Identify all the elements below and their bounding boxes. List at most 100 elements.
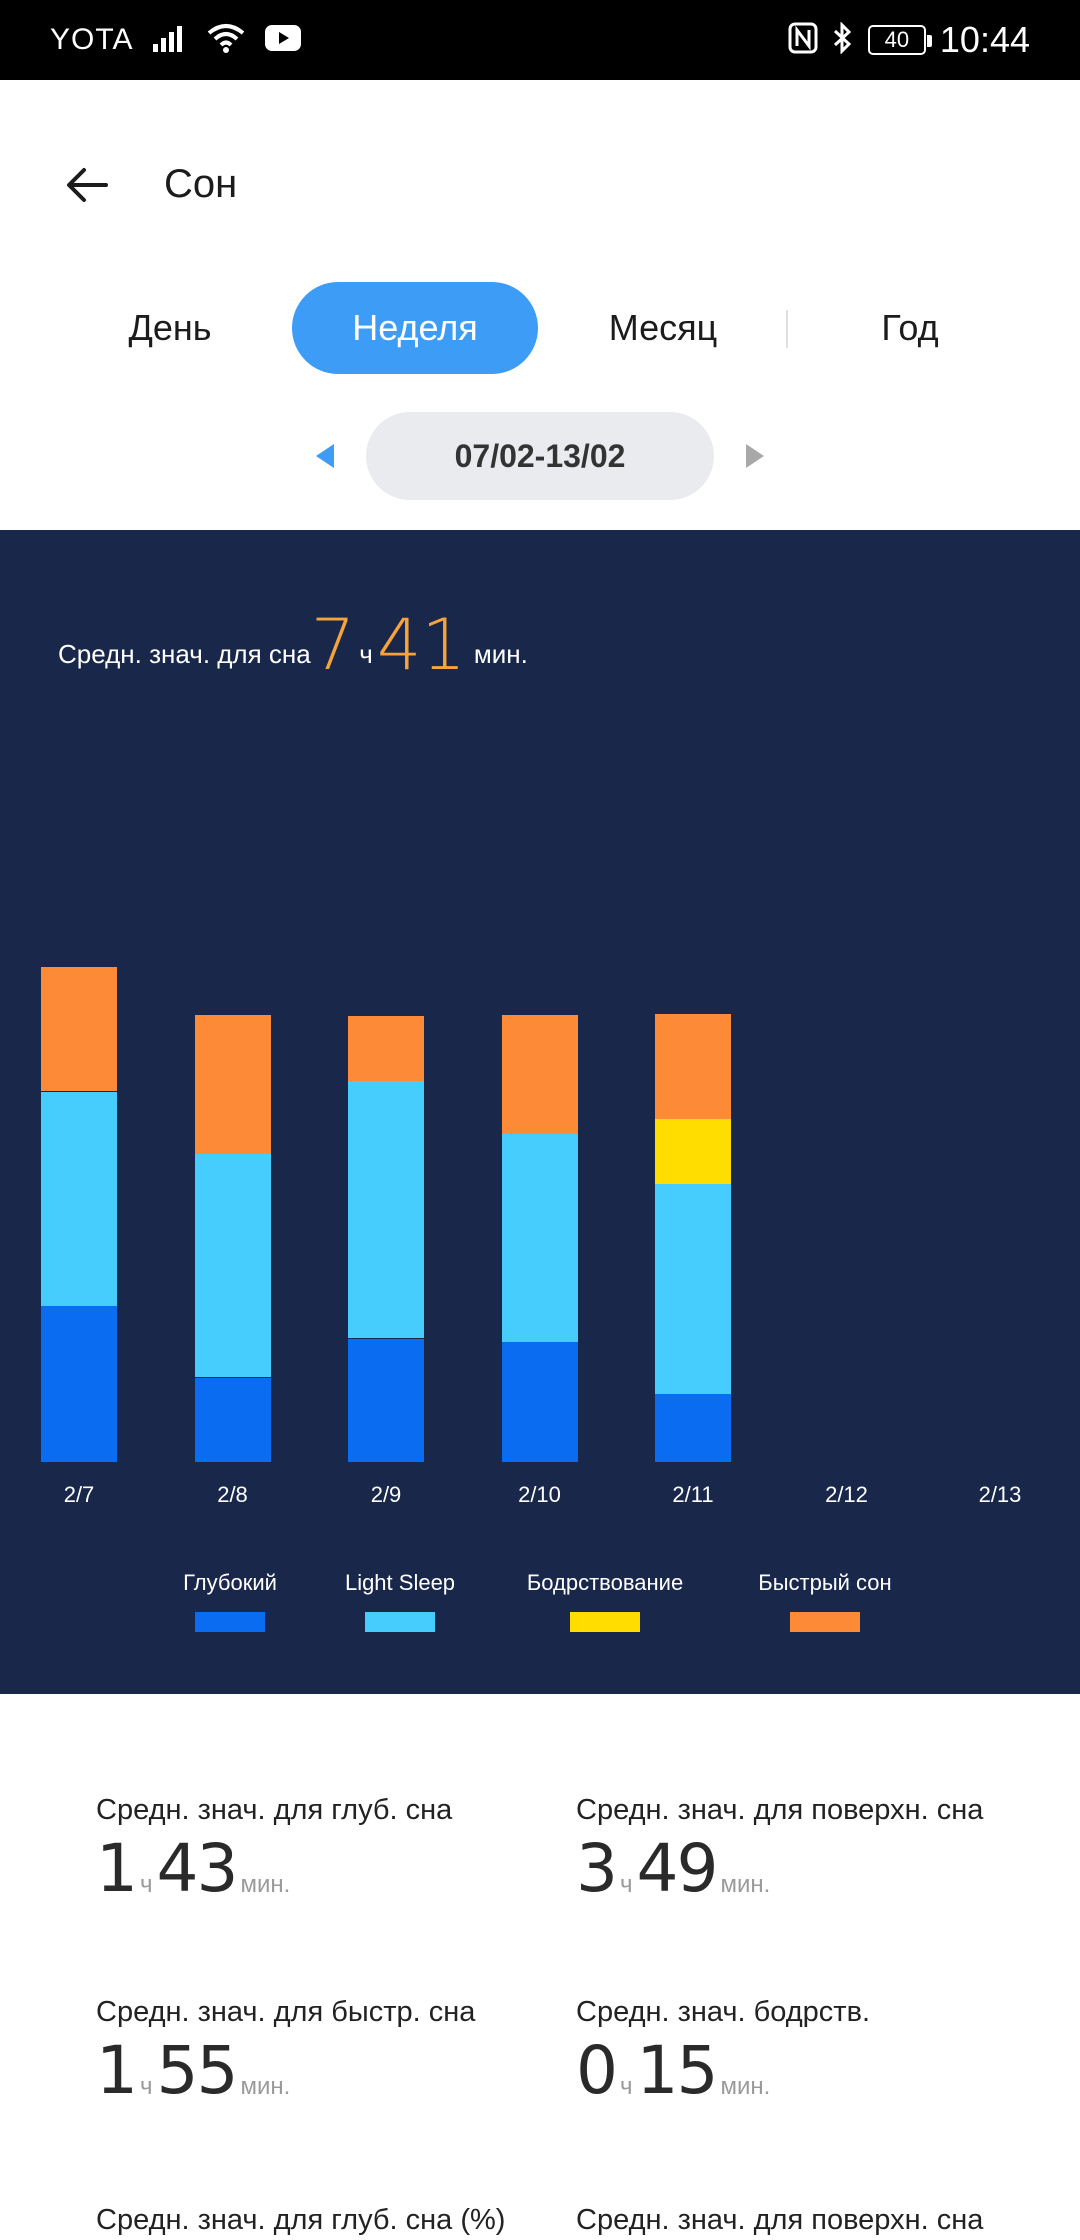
- tab-divider: [786, 310, 788, 348]
- sleep-chart-panel: Средн. знач. для сна 7 ч 41 мин. 2/7 2/8 2…: [0, 530, 1080, 1694]
- stat-light-sleep-percent: Средн. знач. для поверхн. сна: [576, 2204, 983, 2237]
- stat-minutes: 49: [636, 1830, 719, 1907]
- next-week-button[interactable]: [740, 442, 768, 470]
- bar-segment-rem-2-11: [655, 1013, 731, 1119]
- x-axis-label: 2/12: [825, 1482, 868, 1507]
- x-axis-label: 2/7: [63, 1482, 95, 1507]
- stat-minutes-unit: мин.: [720, 2073, 771, 2100]
- status-left: YOTA: [50, 0, 302, 80]
- stat-value: 1 ч 43 мин.: [96, 1830, 452, 1907]
- tab-month[interactable]: Месяц: [608, 307, 718, 348]
- bar-segment-rem-2-7: [41, 966, 117, 1092]
- legend-swatch-deep: [195, 1612, 265, 1632]
- x-axis-label: 2/10: [518, 1482, 561, 1507]
- stat-minutes-unit: мин.: [240, 1871, 291, 1898]
- stat-hours: 3: [576, 1830, 618, 1907]
- stat-hours-unit: ч: [140, 2073, 153, 2100]
- bar-segment-deep-2-8: [194, 1377, 271, 1462]
- x-axis-label: 2/11: [672, 1482, 714, 1507]
- bar-segment-light-2-11: [655, 1183, 731, 1395]
- bar-segment-rem-2-8: [194, 1014, 271, 1154]
- average-sleep-hours-unit: ч: [359, 639, 373, 669]
- bar-segment-deep-2-10: [501, 1342, 578, 1462]
- bar-segment-awake-2-11: [655, 1118, 731, 1184]
- legend-label-rem: Быстрый сон: [758, 1570, 892, 1595]
- legend-item-rem: Быстрый сон: [740, 1570, 910, 1632]
- bar-segment-rem-2-10: [501, 1014, 578, 1135]
- bar-segment-deep-2-9: [348, 1338, 424, 1462]
- bar-segment-light-2-8: [194, 1153, 271, 1378]
- average-sleep-minutes-unit: мин.: [473, 639, 528, 669]
- average-sleep-hours: 7: [310, 604, 356, 686]
- clock: 10:44: [939, 19, 1030, 60]
- arrow-left-icon: [67, 168, 108, 202]
- legend-item-light: Light Sleep: [320, 1570, 480, 1632]
- bar-segment-deep-2-7: [41, 1306, 117, 1462]
- average-sleep-minutes: 41: [376, 604, 466, 686]
- stat-label: Средн. знач. для поверхн. сна: [576, 1794, 984, 1826]
- bar-segment-light-2-7: [41, 1091, 117, 1306]
- status-right: 40 10:44: [788, 0, 1030, 80]
- bluetooth-icon: [832, 20, 854, 59]
- stat-hours: 0: [576, 2032, 618, 2109]
- stat-label: Средн. знач. для быстр. сна: [96, 1996, 476, 2028]
- x-axis-label: 2/8: [217, 1482, 248, 1507]
- stat-light-sleep: Средн. знач. для поверхн. сна 3 ч 49 мин…: [576, 1794, 984, 1907]
- chart-legend: Глубокий Light Sleep Бодрствование Быстр…: [0, 1570, 1080, 1640]
- legend-item-awake: Бодрствование: [510, 1570, 700, 1632]
- legend-label-light: Light Sleep: [344, 1570, 456, 1595]
- tab-day[interactable]: День: [128, 307, 212, 348]
- triangle-right-icon: [746, 444, 764, 468]
- stat-hours: 1: [96, 2032, 138, 2109]
- legend-swatch-awake: [570, 1612, 640, 1632]
- average-sleep-label: Средн. знач. для сна: [58, 639, 311, 669]
- legend-label-awake: Бодрствование: [526, 1570, 684, 1595]
- stat-label: Средн. знач. бодрств.: [576, 1996, 871, 2028]
- youtube-icon: [265, 24, 302, 56]
- bar-segment-light-2-10: [501, 1134, 578, 1343]
- back-button[interactable]: [58, 155, 118, 215]
- tab-year[interactable]: Год: [881, 307, 939, 348]
- sleep-stats: Средн. знач. для глуб. сна 1 ч 43 мин. С…: [0, 1694, 1080, 2240]
- bar-segment-rem-2-9: [348, 1016, 424, 1082]
- legend-label-deep: Глубокий: [183, 1570, 277, 1595]
- stat-hours-unit: ч: [620, 1871, 633, 1898]
- prev-week-button[interactable]: [312, 442, 340, 470]
- legend-swatch-rem: [790, 1612, 860, 1632]
- stat-minutes-unit: мин.: [240, 2073, 291, 2100]
- page-title: Сон: [164, 162, 238, 206]
- stat-awake: Средн. знач. бодрств. 0 ч 15 мин.: [576, 1996, 871, 2109]
- stat-label: Средн. знач. для глуб. сна (%): [96, 2204, 506, 2236]
- wifi-icon: [207, 23, 245, 58]
- stat-deep-sleep: Средн. знач. для глуб. сна 1 ч 43 мин.: [96, 1794, 453, 1907]
- stat-hours-unit: ч: [140, 1871, 153, 1898]
- stat-value: 1 ч 55 мин.: [96, 2032, 475, 2109]
- x-axis-label: 2/9: [370, 1482, 402, 1507]
- tab-week[interactable]: Неделя: [292, 282, 538, 374]
- stat-label: Средн. знач. для поверхн. сна: [576, 2204, 984, 2236]
- header: Сон: [0, 80, 1080, 280]
- stat-deep-sleep-percent: Средн. знач. для глуб. сна (%): [96, 2204, 505, 2237]
- average-sleep-summary: Средн. знач. для сна 7 ч 41 мин.: [58, 600, 528, 680]
- legend-item-deep: Глубокий: [160, 1570, 300, 1632]
- carrier-label: YOTA: [50, 23, 134, 56]
- period-tabs: День Неделя Месяц Год: [0, 280, 1080, 376]
- signal-icon: [153, 24, 187, 57]
- nfc-icon: [788, 22, 818, 59]
- bar-segment-light-2-9: [348, 1081, 424, 1339]
- stat-minutes: 43: [156, 1830, 239, 1907]
- sleep-bar-chart[interactable]: 2/7 2/8 2/9 2/10 2/11 2/12 2/13: [0, 530, 1080, 1560]
- stat-label: Средн. знач. для глуб. сна: [96, 1794, 453, 1826]
- stat-minutes: 15: [636, 2032, 719, 2109]
- x-axis-label: 2/13: [978, 1482, 1022, 1507]
- date-range-label[interactable]: 07/02-13/02: [366, 412, 714, 500]
- triangle-left-icon: [316, 444, 334, 468]
- stat-minutes-unit: мин.: [720, 1871, 771, 1898]
- bar-segment-deep-2-11: [655, 1394, 731, 1462]
- stat-minutes: 55: [156, 2032, 239, 2109]
- status-bar: YOTA: [0, 0, 1080, 80]
- stat-hours-unit: ч: [620, 2073, 633, 2100]
- stat-value: 0 ч 15 мин.: [576, 2032, 870, 2109]
- legend-swatch-light: [365, 1612, 435, 1632]
- battery-icon: 40: [867, 25, 932, 55]
